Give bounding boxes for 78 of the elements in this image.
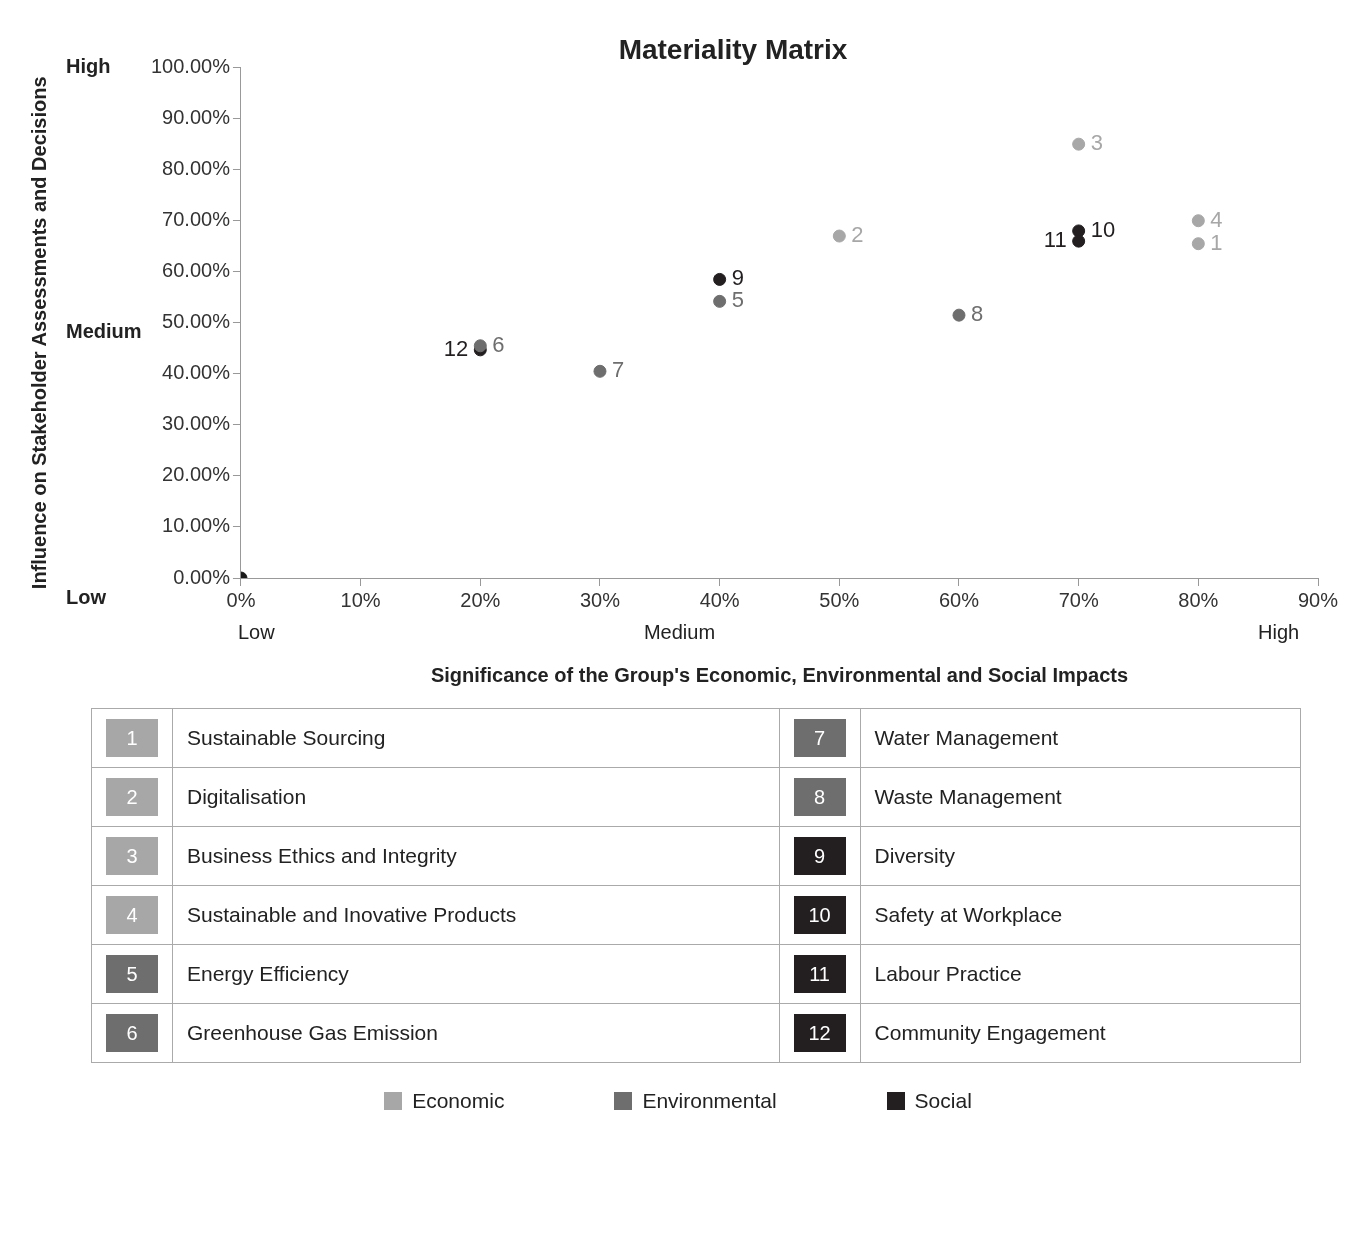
text: 8: [813, 785, 826, 808]
text: Influence on Stakeholder Assessments and Decisions: [27, 76, 50, 590]
point: [713, 294, 727, 308]
text: Labour Practice: [874, 962, 1022, 985]
x-tick-label: 90%: [1297, 588, 1339, 611]
text: Community Engagement: [874, 1021, 1106, 1044]
x-tick-label: 70%: [1058, 588, 1099, 611]
text: 9: [813, 844, 826, 867]
y-tick-label: 40.00%: [162, 361, 231, 384]
text: Business Ethics and Integrity: [187, 844, 457, 867]
annotation: 8: [970, 301, 984, 327]
text: 2: [126, 785, 138, 808]
text: Energy Efficiency: [187, 962, 349, 985]
point: [593, 364, 607, 378]
point: [952, 308, 966, 322]
y-tick-label: 30.00%: [162, 412, 231, 435]
annotation: 3: [1090, 130, 1103, 156]
annotation: 1: [1210, 229, 1223, 255]
text: Digitalisation: [187, 785, 307, 808]
text: Water Management: [874, 726, 1059, 749]
annotation: 10: [1090, 216, 1116, 242]
text: Sustainable and Inovative Products: [187, 903, 517, 926]
legend-label: Environmental: [641, 1089, 777, 1113]
text: 7: [813, 726, 826, 749]
point: [1191, 237, 1205, 251]
y-tick-label: 80.00%: [162, 157, 231, 180]
annotation: 6: [492, 331, 505, 357]
y-tick-label: 100.00%: [150, 55, 231, 78]
text: Waste Management: [874, 785, 1062, 808]
annotation: 4: [1210, 206, 1223, 232]
point: [832, 229, 846, 243]
point: [1072, 224, 1086, 238]
text: 12: [808, 1021, 831, 1044]
text: 3: [126, 844, 138, 867]
x-axis-title: Significance of the Group's Economic, Environmental and Social Impacts: [430, 663, 1129, 686]
point: [713, 272, 727, 286]
text: 10: [808, 903, 831, 926]
x-tick-label: 30%: [579, 588, 621, 611]
annotation: 2: [851, 222, 864, 248]
text: 1: [126, 726, 138, 749]
text: Medium: [643, 620, 716, 643]
chart-title: Materiality Matrix: [618, 33, 848, 65]
x-tick-label: 20%: [460, 588, 501, 611]
y-tick-label: 70.00%: [162, 208, 231, 231]
y-tick-label: 50.00%: [162, 310, 231, 333]
legend-label: Economic: [411, 1089, 505, 1113]
x-tick-label: 0%: [226, 588, 256, 611]
x-tick-label: 10%: [340, 588, 381, 611]
x-tick-label: 40%: [699, 588, 740, 611]
text: High: [1258, 620, 1300, 643]
annotation: 12: [443, 335, 469, 361]
point: [1191, 214, 1205, 228]
annotation: 7: [611, 357, 625, 383]
text: High: [66, 55, 111, 78]
text: Low: [237, 620, 276, 643]
text: 6: [126, 1021, 138, 1044]
y-tick-label: 20.00%: [162, 463, 231, 486]
point: [1072, 234, 1086, 248]
legend-label: Social: [913, 1089, 972, 1113]
y-tick-label: 90.00%: [162, 106, 231, 129]
text: Low: [66, 585, 107, 608]
text: 5: [126, 962, 138, 985]
x-tick-label: 60%: [938, 588, 980, 611]
text: Safety at Workplace: [874, 903, 1063, 926]
y-tick-label: 60.00%: [162, 259, 231, 282]
point: [1072, 137, 1086, 151]
x-tick-label: 50%: [819, 588, 860, 611]
text: Diversity: [874, 844, 956, 867]
text: Greenhouse Gas Emission: [187, 1021, 438, 1044]
x-tick-label: 80%: [1178, 588, 1219, 611]
annotation: 11: [1043, 227, 1067, 253]
point: [473, 339, 487, 353]
y-tick-label: 10.00%: [162, 514, 231, 537]
text: 4: [126, 903, 138, 926]
text: 11: [809, 962, 830, 985]
y-tick-label: 0.00%: [173, 565, 231, 588]
text: Sustainable Sourcing: [187, 726, 386, 749]
text: Medium: [66, 320, 142, 343]
